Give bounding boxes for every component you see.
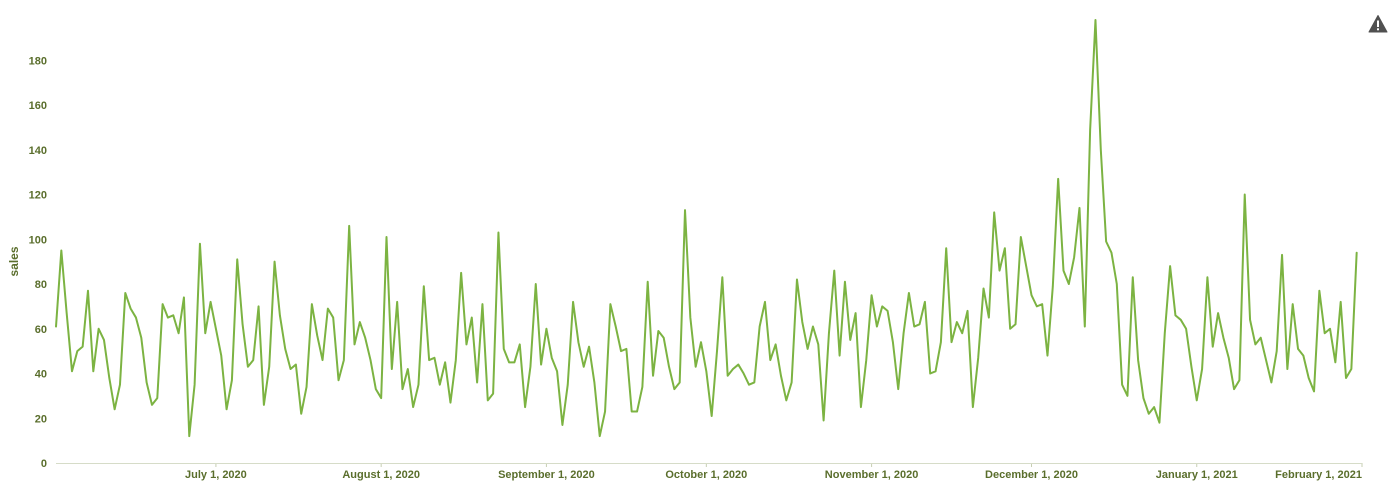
x-tick-label: November 1, 2020 [825,469,919,481]
series-line [55,19,1358,438]
x-tick-label: September 1, 2020 [498,469,595,481]
y-tick-label: 80 [35,279,47,291]
y-tick-label: 140 [29,145,47,157]
y-tick-label: 40 [35,369,47,381]
x-tick-label: January 1, 2021 [1156,469,1238,481]
x-tick-label: October 1, 2020 [665,469,747,481]
warning-icon[interactable] [1368,14,1388,34]
y-tick-label: 20 [35,413,47,425]
y-axis-title: sales [7,246,21,276]
x-tick-label: February 1, 2021 [1275,469,1362,481]
x-tick-label: August 1, 2020 [342,469,420,481]
y-tick-label: 100 [29,234,47,246]
x-tick-label: July 1, 2020 [185,469,247,481]
y-tick-label: 60 [35,324,47,336]
series-layer [55,19,1358,438]
x-axis: July 1, 2020 August 1, 2020 September 1, 2… [185,463,1363,481]
y-tick-label: 160 [29,100,47,112]
y-tick-label: 120 [29,190,47,202]
y-tick-label: 180 [29,55,47,67]
x-tick-label: December 1, 2020 [985,469,1078,481]
y-tick-label: 0 [41,458,47,470]
y-axis: 0 20 40 60 80 100 120 140 160 180 [29,55,47,470]
